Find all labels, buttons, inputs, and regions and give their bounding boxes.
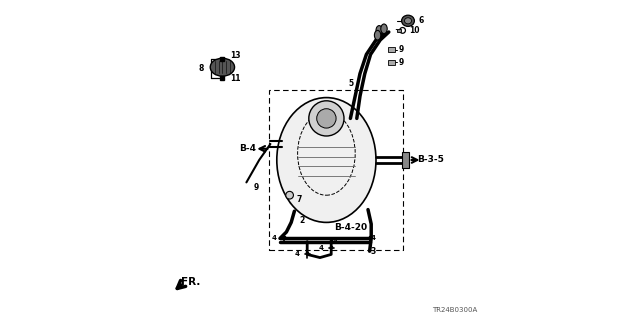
Text: 4: 4: [271, 236, 276, 241]
Bar: [402, 152, 409, 168]
Ellipse shape: [276, 98, 376, 222]
Bar: [269, 90, 403, 250]
Text: 9: 9: [399, 58, 404, 67]
Text: 5: 5: [349, 79, 354, 88]
Ellipse shape: [374, 30, 381, 40]
Text: 10: 10: [409, 26, 420, 35]
Ellipse shape: [402, 15, 415, 26]
Text: B-4-20: B-4-20: [334, 223, 367, 232]
Text: 7: 7: [296, 196, 302, 204]
Text: 9: 9: [399, 45, 404, 54]
Ellipse shape: [404, 18, 412, 24]
Text: 4: 4: [319, 245, 323, 251]
Text: 6: 6: [418, 16, 424, 25]
Text: 4: 4: [333, 239, 337, 244]
Text: B-3-5: B-3-5: [417, 156, 444, 164]
Text: 11: 11: [230, 74, 241, 83]
Text: B-4: B-4: [239, 144, 257, 153]
Text: 2: 2: [300, 216, 305, 225]
Circle shape: [286, 191, 293, 199]
Bar: [397, 29, 401, 32]
Text: 8: 8: [198, 64, 204, 73]
Text: FR.: FR.: [180, 277, 200, 287]
Ellipse shape: [210, 58, 235, 76]
Circle shape: [308, 101, 344, 136]
Text: 3: 3: [370, 247, 376, 256]
Circle shape: [317, 109, 336, 128]
Text: 4: 4: [294, 252, 300, 257]
Text: 4: 4: [371, 236, 376, 241]
Text: 9: 9: [254, 183, 259, 192]
Ellipse shape: [376, 26, 383, 35]
Bar: [388, 47, 394, 52]
Bar: [388, 60, 394, 65]
Text: TR24B0300A: TR24B0300A: [432, 308, 477, 313]
Text: 13: 13: [230, 52, 241, 60]
Ellipse shape: [381, 24, 387, 34]
